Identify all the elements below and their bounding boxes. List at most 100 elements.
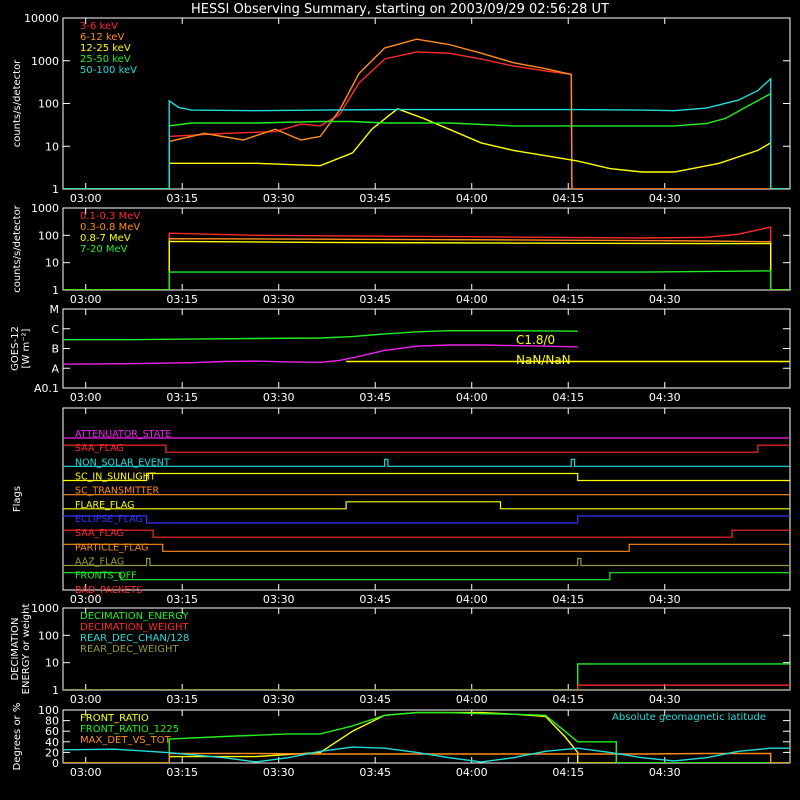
y-tick-label: 1 xyxy=(52,684,59,697)
y-tick-label: 1000 xyxy=(31,602,59,615)
series-line xyxy=(63,746,790,763)
y-axis-label-2: [W m⁻²] xyxy=(21,328,32,368)
x-tick-label: 03:15 xyxy=(166,192,198,205)
x-tick-label: 04:30 xyxy=(649,391,681,404)
x-tick-label: 03:00 xyxy=(70,293,102,306)
panel-goes: 03:00 03:15 03:30 03:45 04:00 04:15 04:30 A0.1 A… xyxy=(10,303,791,404)
x-tick-label: 03:15 xyxy=(166,391,198,404)
y-axis-label-2: ENERGY or weight xyxy=(21,604,32,695)
flag-line xyxy=(63,543,790,552)
legend-entry: 25-50 keV xyxy=(80,54,131,65)
legend-entry: FRONT_RATIO xyxy=(80,713,149,724)
plot-area xyxy=(63,330,790,365)
flag-label: NON_SOLAR_EVENT xyxy=(75,457,170,468)
y-tick-label: 1000 xyxy=(31,202,59,215)
x-tick-label: 03:00 xyxy=(70,391,102,404)
y-tick-label: 1 xyxy=(52,284,59,297)
legend-entry: 7-20 MeV xyxy=(80,244,128,255)
panel-decimation: 03:00 03:15 03:30 03:45 04:00 04:15 04:30 1 10 10… xyxy=(10,602,791,706)
x-tick-label: 04:00 xyxy=(456,693,488,706)
y-tick-label: 40 xyxy=(45,736,59,749)
x-tick-label: 03:15 xyxy=(166,693,198,706)
series-line xyxy=(63,226,790,290)
legend-entry: 0.8-7 MeV xyxy=(80,233,131,244)
x-tick-label: 03:15 xyxy=(166,766,198,779)
x-tick-label: 04:15 xyxy=(552,293,584,306)
plot-frame xyxy=(62,308,791,389)
x-tick-label: 04:00 xyxy=(456,391,488,404)
panel-flags: 03:00 03:15 03:30 03:45 04:00 04:15 04:30 Flags… xyxy=(12,407,791,606)
y-tick-label: 100 xyxy=(38,704,59,717)
plot-area xyxy=(63,437,790,581)
plot-area xyxy=(63,711,790,763)
legend-entry: 0.3-0.8 MeV xyxy=(80,222,140,233)
plot-frame xyxy=(62,709,791,764)
y-tick-label: 80 xyxy=(45,715,59,728)
x-tick-label: 03:15 xyxy=(166,593,198,606)
series-line xyxy=(63,330,578,341)
flag-line xyxy=(63,472,790,482)
legend-entry: DECIMATION_ENERGY xyxy=(80,611,189,622)
legend-entry: 12-25 keV xyxy=(80,43,131,54)
series-line xyxy=(63,108,790,189)
flag-label: FLARE_FLAG xyxy=(75,500,135,511)
series-line xyxy=(63,51,790,189)
series-line xyxy=(63,92,790,189)
x-tick-label: 04:30 xyxy=(649,293,681,306)
x-tick-label: 04:00 xyxy=(456,192,488,205)
y-axis-label: counts/s/detector xyxy=(12,204,23,292)
goes-class-annotation: C1.8/0 xyxy=(516,333,555,347)
flag-label: PARTICLE_FLAG xyxy=(75,542,148,553)
y-axis-label: Degrees or % xyxy=(12,703,23,771)
series-line xyxy=(63,240,790,290)
x-tick-label: 04:15 xyxy=(552,192,584,205)
x-tick-label: 04:15 xyxy=(552,391,584,404)
x-tick-label: 04:30 xyxy=(649,593,681,606)
y-axis-label: counts/s/detector xyxy=(12,59,23,147)
series-line xyxy=(63,663,790,690)
x-tick-label: 04:30 xyxy=(649,693,681,706)
series-line xyxy=(63,684,790,690)
x-tick-label: 04:00 xyxy=(456,766,488,779)
y-axis-label: Flags xyxy=(12,486,23,512)
plot-area xyxy=(63,226,790,290)
series-line xyxy=(63,77,790,189)
flag-label: SC_TRANSMITTER xyxy=(75,486,160,497)
y-tick-label: 10 xyxy=(45,140,59,153)
flag-label: ATTENUATOR_STATE xyxy=(75,429,171,440)
flag-line xyxy=(63,529,790,538)
x-tick-label: 04:15 xyxy=(552,693,584,706)
geomagnetic-latitude-label: Absolute geomagnetic latitude xyxy=(612,712,766,723)
y-tick-label: 100 xyxy=(38,629,59,642)
chart-panels: 03:00 03:15 03:30 03:45 04:00 04:15 04:3011010… xyxy=(10,12,791,779)
flag-label: BAD_PACKETS xyxy=(75,585,142,596)
series-line xyxy=(63,38,790,189)
series-line xyxy=(63,344,578,365)
flag-label: ECLIPSE_FLAG xyxy=(75,514,143,525)
x-tick-label: 03:30 xyxy=(263,593,295,606)
legend-entry: REAR_DEC_WEIGHT xyxy=(80,644,179,655)
x-tick-label: 04:30 xyxy=(649,192,681,205)
y-tick-label: 0 xyxy=(52,757,59,770)
x-tick-label: 04:15 xyxy=(552,766,584,779)
x-tick-label: 03:30 xyxy=(263,391,295,404)
x-tick-label: 04:15 xyxy=(552,593,584,606)
flag-label: AAZ_FLAG xyxy=(75,557,124,568)
y-tick-label: B xyxy=(51,343,59,356)
y-tick-label: 100 xyxy=(38,229,59,242)
series-line xyxy=(63,711,790,763)
legend-entry: 0.1-0.3 MeV xyxy=(80,211,140,222)
y-tick-label: C xyxy=(51,323,59,336)
plot-frame xyxy=(62,207,791,291)
y-tick-label: 10000 xyxy=(24,12,59,25)
flag-label: FRONTS_OFF xyxy=(75,571,137,582)
plot-frame xyxy=(62,407,791,591)
y-tick-label: 10 xyxy=(45,257,59,270)
legend-entry: DECIMATION_WEIGHT xyxy=(80,622,189,633)
x-tick-label: 03:30 xyxy=(263,766,295,779)
y-tick-label: A xyxy=(51,362,59,375)
goes-ratio-annotation: NaN/NaN xyxy=(516,353,571,367)
x-tick-label: 03:45 xyxy=(359,192,391,205)
flag-line xyxy=(63,515,790,524)
